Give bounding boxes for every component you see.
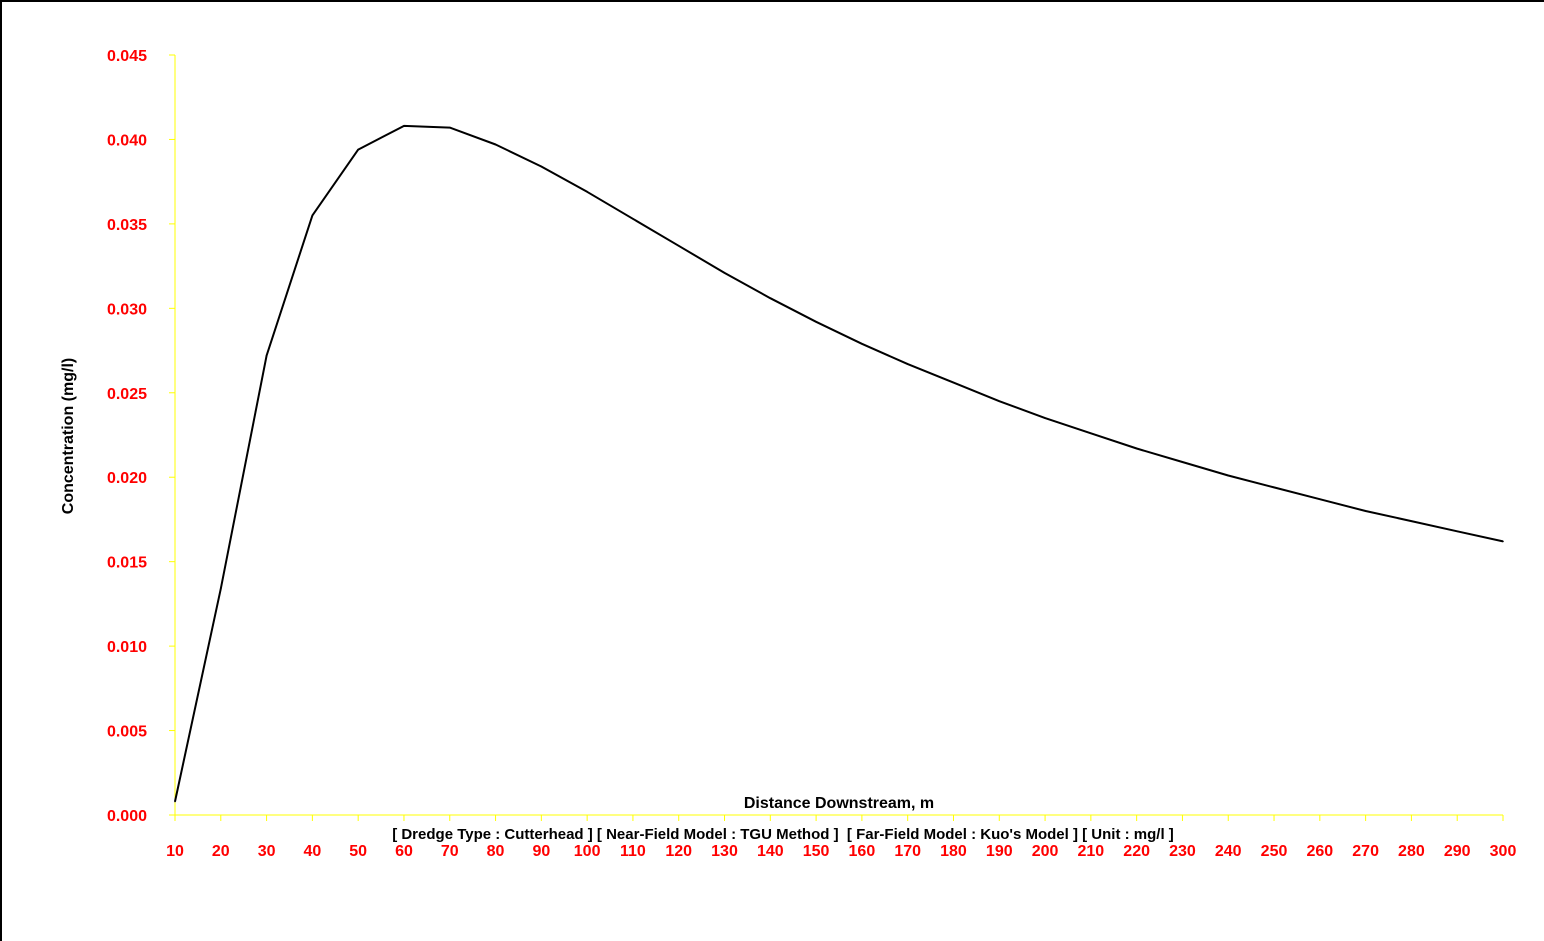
data-point [1319,498,1321,500]
chart-footer: [ Dredge Type : Cutterhead ] [ Near-Fiel… [392,826,1174,843]
data-point [448,126,451,129]
series-layer [174,124,1504,803]
y-tick-label: 0.030 [107,301,147,318]
data-point [1410,520,1413,522]
x-axis-title: Distance Downstream, m [744,795,934,812]
data-point [1181,461,1184,463]
x-tick-label: 90 [532,843,550,860]
data-point [1044,417,1046,419]
y-tick-label: 0.025 [107,386,147,403]
x-axis: 10 20 30 40 50 60 70 80 90 100 110 120 130 140 150 160 1… [166,814,1517,860]
data-point [1090,432,1092,435]
x-tick-label: 190 [986,843,1013,860]
x-tick-label: 270 [1352,843,1379,860]
data-point [1135,447,1138,450]
x-tick-label: 140 [757,843,784,860]
y-axis-title: Concentration (mg/l) [60,358,77,514]
x-tick-label: 160 [849,843,876,860]
y-tick-label: 0.020 [107,470,147,487]
x-tick-label: 260 [1306,843,1333,860]
y-axis: 0.000 0.005 0.010 0.015 0.020 0.025 0.030 0.035… [107,48,176,825]
y-tick-label: 0.000 [107,808,147,825]
y-tick-label: 0.045 [107,48,147,65]
x-tick-label: 120 [665,843,692,860]
data-point [311,214,314,217]
x-tick-label: 110 [620,843,646,860]
y-tick-label: 0.005 [107,724,147,741]
y-tick-label: 0.015 [107,555,147,572]
data-point [1502,540,1504,543]
x-tick-label: 30 [258,843,276,860]
x-tick-label: 100 [574,843,601,860]
data-point [1364,510,1367,512]
x-tick-label: 70 [441,843,459,860]
data-point [265,354,268,357]
data-point [403,125,405,127]
x-tick-label: 180 [940,843,967,860]
x-tick-label: 200 [1032,843,1059,860]
x-tick-label: 60 [395,843,413,860]
data-point [906,363,909,365]
data-point [1456,530,1459,533]
data-point [815,321,817,323]
x-tick-label: 240 [1215,843,1242,860]
x-tick-label: 20 [212,843,230,860]
data-point [540,165,543,168]
data-point [586,191,588,193]
data-point [952,381,955,384]
x-tick-label: 220 [1123,843,1150,860]
data-point [677,245,680,247]
x-tick-label: 50 [349,843,367,860]
data-point [1273,486,1275,489]
data-point [357,148,359,151]
data-point [998,400,1001,403]
data-point [1227,474,1230,477]
data-point [219,587,222,590]
data-point [861,343,863,345]
data-point [723,272,726,274]
data-point [632,218,634,220]
y-tick-label: 0.010 [107,639,147,656]
x-tick-label: 210 [1078,843,1105,860]
data-point [174,800,176,803]
y-tick-label: 0.040 [107,132,147,149]
x-tick-label: 130 [711,843,738,860]
x-tick-label: 150 [803,843,830,860]
x-tick-label: 280 [1398,843,1425,860]
x-tick-label: 80 [487,843,505,860]
x-tick-label: 290 [1444,843,1471,860]
y-tick-label: 0.035 [107,217,147,234]
data-point [769,297,772,300]
data-point [494,143,497,146]
x-tick-label: 250 [1261,843,1288,860]
x-tick-label: 230 [1169,843,1196,860]
x-tick-label: 170 [894,843,921,860]
x-tick-label: 40 [303,843,321,860]
series-line [174,124,1504,802]
x-tick-label: 300 [1490,843,1517,860]
x-tick-label: 10 [166,843,184,860]
